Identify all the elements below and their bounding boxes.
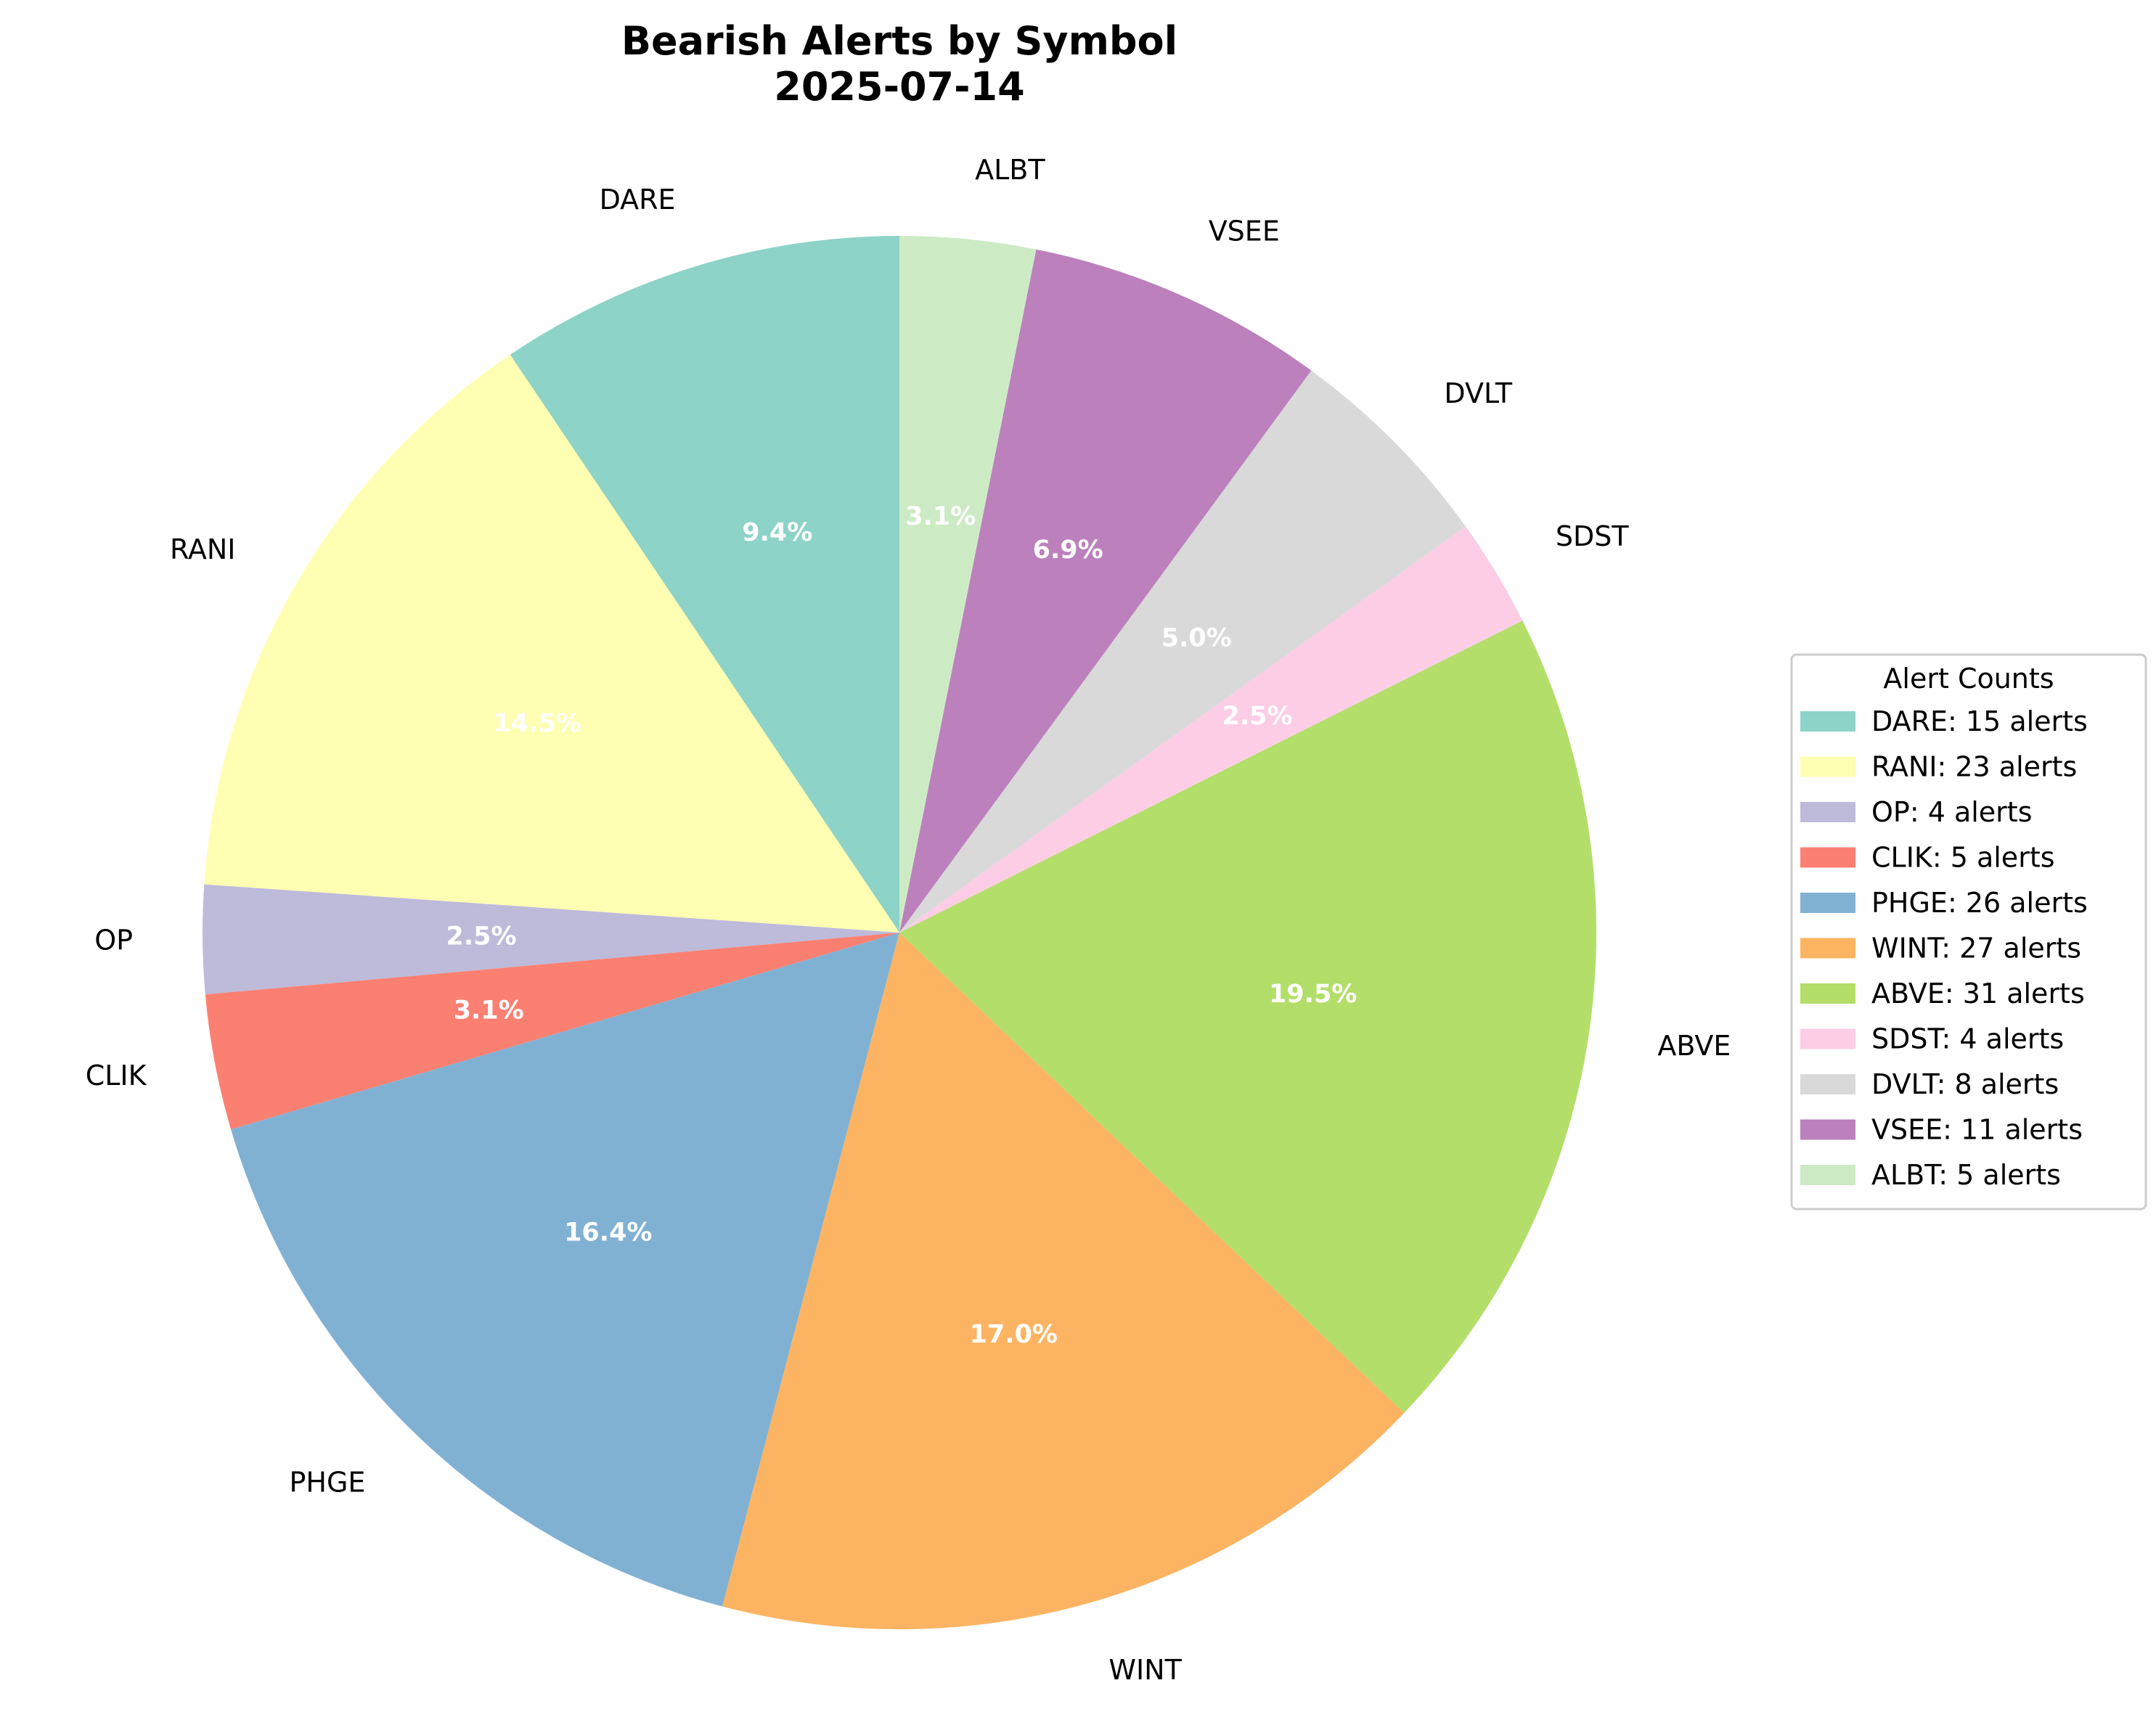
slice-label-phge: PHGE xyxy=(289,1467,365,1499)
slice-label-sdst: SDST xyxy=(1556,520,1630,552)
slice-label-wint: WINT xyxy=(1108,1654,1182,1686)
legend-entry-clik: CLIK: 5 alerts xyxy=(1871,842,2055,874)
legend-entry-dare: DARE: 15 alerts xyxy=(1871,705,2088,737)
legend-frame xyxy=(1790,653,2147,1211)
pie-slice-rani xyxy=(204,354,899,933)
legend-entry-sdst: SDST: 4 alerts xyxy=(1871,1023,2064,1055)
percent-label-phge: 16.4% xyxy=(564,1218,652,1247)
pie-slices xyxy=(202,236,1597,1630)
percent-label-dare: 9.4% xyxy=(742,518,812,547)
legend-swatch-wint xyxy=(1800,938,1855,959)
percent-label-albt: 3.1% xyxy=(905,502,976,531)
legend-entry-abve: ABVE: 31 alerts xyxy=(1871,978,2085,1010)
pie-slice-vsee xyxy=(899,249,1312,933)
slice-label-rani: RANI xyxy=(170,533,236,565)
legend-entry-dvlt: DVLT: 8 alerts xyxy=(1871,1068,2059,1100)
pie-slice-wint xyxy=(722,933,1405,1630)
pie-slice-dare xyxy=(510,236,899,933)
chart-subtitle: 2025-07-14 xyxy=(774,64,1024,110)
legend: Alert Counts DARE: 15 alerts RANI: 23 ale… xyxy=(1790,653,2147,1211)
percent-label-sdst: 2.5% xyxy=(1222,702,1293,731)
pie-slice-op xyxy=(202,884,899,995)
pie-labels: DARE 9.4% RANI 14.5% OP 2.5% CLIK 3.1% PHGE 16.4%… xyxy=(86,154,1731,1686)
legend-entry-vsee: VSEE: 11 alerts xyxy=(1871,1114,2083,1146)
legend-swatch-op xyxy=(1800,802,1855,822)
slice-label-abve: ABVE xyxy=(1657,1030,1731,1062)
pie-slice-dvlt xyxy=(899,370,1466,933)
percent-label-wint: 17.0% xyxy=(970,1320,1058,1349)
pie-slice-sdst xyxy=(899,526,1523,933)
legend-entry-wint: WINT: 27 alerts xyxy=(1871,933,2081,965)
legend-swatch-phge xyxy=(1800,893,1855,913)
percent-label-dvlt: 5.0% xyxy=(1161,624,1232,653)
percent-label-abve: 19.5% xyxy=(1269,980,1357,1009)
pie-slice-phge xyxy=(231,933,900,1607)
slice-label-albt: ALBT xyxy=(975,154,1045,186)
slice-label-op: OP xyxy=(94,924,133,956)
legend-entry-op: OP: 4 alerts xyxy=(1871,796,2033,828)
percent-label-vsee: 6.9% xyxy=(1033,536,1103,565)
legend-title: Alert Counts xyxy=(1883,663,2054,695)
legend-entry-albt: ALBT: 5 alerts xyxy=(1871,1159,2061,1191)
slice-label-dare: DARE xyxy=(600,184,676,216)
legend-swatch-sdst xyxy=(1800,1028,1855,1049)
pie-slice-abve xyxy=(899,621,1597,1413)
legend-swatch-dare xyxy=(1800,711,1855,732)
slice-label-vsee: VSEE xyxy=(1209,216,1280,247)
legend-swatch-albt xyxy=(1800,1165,1855,1185)
pie-slice-clik xyxy=(205,933,900,1130)
legend-swatch-dvlt xyxy=(1800,1074,1855,1094)
percent-label-op: 2.5% xyxy=(446,922,516,951)
percent-label-rani: 14.5% xyxy=(493,709,581,738)
slice-label-clik: CLIK xyxy=(86,1060,147,1092)
chart-title: Bearish Alerts by Symbol xyxy=(621,18,1177,64)
pie-slice-albt xyxy=(899,236,1037,933)
legend-swatch-abve xyxy=(1800,983,1855,1004)
legend-swatch-vsee xyxy=(1800,1119,1855,1140)
slice-label-dvlt: DVLT xyxy=(1444,377,1513,409)
percent-label-clik: 3.1% xyxy=(454,996,524,1025)
legend-entry-rani: RANI: 23 alerts xyxy=(1871,751,2077,783)
legend-swatch-clik xyxy=(1800,847,1855,868)
legend-swatch-rani xyxy=(1800,756,1855,777)
legend-entry-phge: PHGE: 26 alerts xyxy=(1871,887,2088,919)
